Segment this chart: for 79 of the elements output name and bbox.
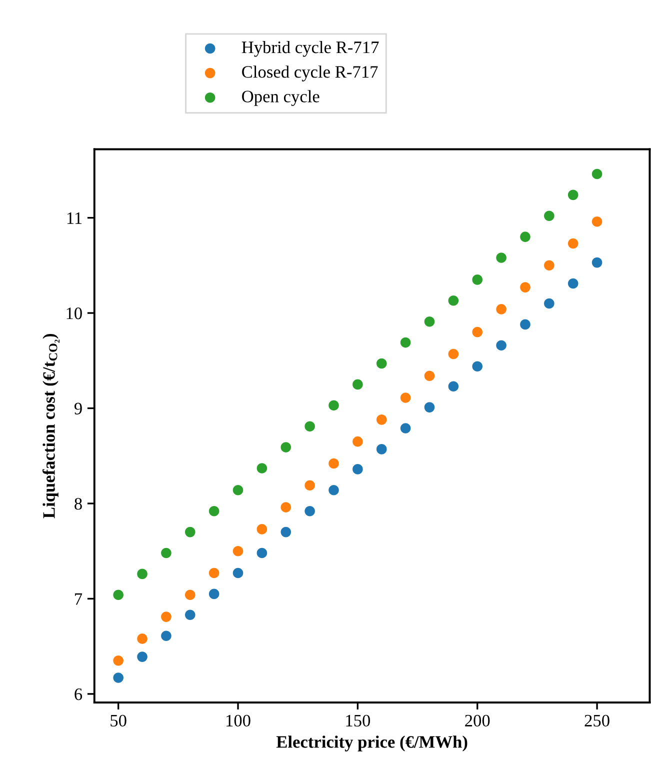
- point: [208, 568, 220, 578]
- point: [280, 526, 292, 538]
- point: [472, 326, 483, 338]
- point: [113, 655, 124, 666]
- point: [113, 672, 124, 683]
- point: [424, 370, 435, 382]
- point: [376, 358, 387, 369]
- point: [568, 190, 578, 200]
- x-tick-label: 200: [465, 714, 490, 727]
- point: [424, 402, 435, 412]
- point: [496, 304, 506, 314]
- point: [544, 210, 554, 222]
- point: [232, 546, 244, 556]
- point: [544, 298, 554, 309]
- point: [161, 612, 172, 622]
- point: [520, 319, 530, 330]
- point: [137, 634, 148, 644]
- point: [256, 524, 268, 534]
- point: [568, 278, 578, 289]
- point: [232, 485, 244, 496]
- x-tick-label: 50: [110, 714, 126, 727]
- point: [256, 548, 268, 558]
- point: [496, 340, 506, 351]
- point: [184, 610, 196, 620]
- point: [256, 463, 268, 474]
- point: [376, 444, 387, 454]
- point: [161, 630, 172, 641]
- point: [520, 232, 530, 242]
- point: [352, 436, 363, 447]
- point: [592, 168, 602, 180]
- point: [113, 590, 124, 600]
- point: [161, 548, 172, 558]
- legend-label: Open cycle: [242, 90, 320, 106]
- point: [304, 506, 315, 516]
- point: [472, 274, 483, 285]
- point: [376, 414, 387, 425]
- x-tick-label: 100: [226, 714, 250, 727]
- point: [304, 480, 315, 491]
- point: [424, 316, 435, 327]
- y-tick-label: 10: [66, 308, 82, 320]
- y-tick-label: 6: [74, 688, 82, 700]
- point: [137, 568, 148, 580]
- point: [400, 423, 411, 434]
- point: [280, 442, 292, 452]
- point: [448, 295, 459, 306]
- point: [544, 260, 554, 271]
- point: [520, 282, 530, 292]
- point: [328, 485, 339, 496]
- point: [208, 506, 220, 516]
- point: [592, 257, 602, 268]
- point: [137, 652, 148, 662]
- point: [304, 421, 315, 432]
- point: [184, 526, 196, 538]
- point: [232, 568, 244, 578]
- point: [568, 238, 578, 249]
- point: [328, 400, 339, 411]
- point: [352, 379, 363, 390]
- x-axis-title: Electricity price (€/MWh): [276, 736, 468, 752]
- point: [448, 348, 459, 360]
- point: [400, 337, 411, 348]
- point: [184, 590, 196, 600]
- y-tick-label: 8: [74, 498, 82, 510]
- x-tick-label: 150: [346, 714, 370, 727]
- point: [352, 464, 363, 474]
- point: [448, 381, 459, 392]
- y-tick-label: 11: [67, 212, 82, 224]
- point: [472, 361, 483, 372]
- y-tick-label: 7: [75, 593, 82, 605]
- y-tick-label: 9: [74, 402, 82, 414]
- point: [328, 458, 339, 469]
- point: [496, 252, 506, 263]
- point: [592, 216, 602, 227]
- legend-label: Closed cycle R-717: [242, 66, 378, 82]
- x-tick-label: 250: [584, 714, 610, 727]
- point: [208, 588, 220, 600]
- point: [400, 392, 411, 403]
- legend-label: Hybrid cycle R-717: [242, 40, 379, 57]
- point: [280, 502, 292, 512]
- y-axis-title: Liquefaction cost (€/t$_{CO₂}$): [42, 334, 60, 518]
